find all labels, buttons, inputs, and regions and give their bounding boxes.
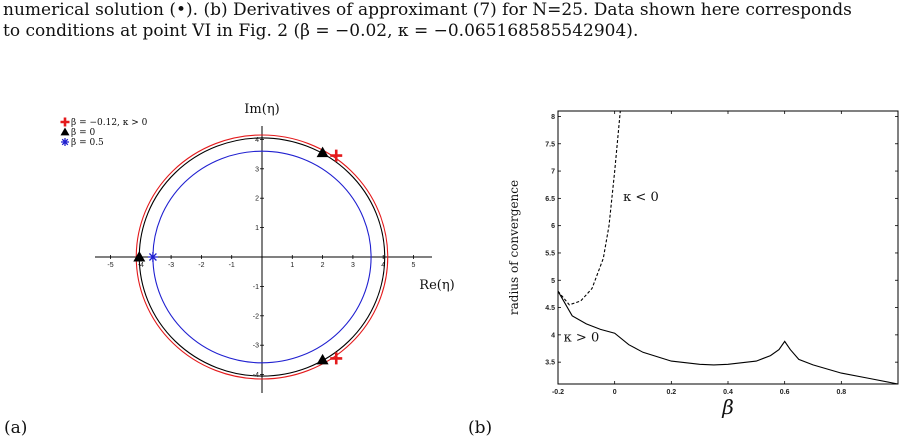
legend-marker-plus [60,117,70,127]
y-tick-label: 8 [551,114,555,121]
y-tick-label: 6.5 [545,196,555,203]
data-point-triangle [133,251,146,262]
x-tick-label: 2 [321,262,325,269]
panel-b-label: (b) [468,418,493,438]
y-tick-label: 5.5 [545,250,555,257]
x-tick-label: 0 [613,389,617,396]
curve-annotation: κ < 0 [623,190,659,205]
x-axis-label: β [721,395,734,419]
y-tick-label: -3 [253,343,259,350]
x-tick-label: 0.2 [666,389,676,396]
data-point-triangle [316,353,329,365]
legend-marker-triangle [60,127,70,136]
x-tick-label: -4 [138,262,144,269]
x-tick-label: -1 [229,262,235,269]
curve-annotation: κ > 0 [564,330,600,345]
x-tick-label: 4 [381,262,385,269]
y-tick-label: 6 [551,223,555,230]
y-axis-label: radius of convergence [507,180,521,315]
y-tick-label: 4.5 [545,305,555,312]
caption-line-2: to conditions at point VI in Fig. 2 (β =… [3,21,639,41]
y-tick-label: 3.5 [545,360,555,367]
x-axis-label: Re(η) [419,278,454,293]
figure-caption: numerical solution (•). (b) Derivatives … [3,0,898,42]
y-tick-label: 7 [551,169,555,176]
x-tick-label: -2 [198,262,204,269]
y-tick-label: -1 [253,284,259,291]
series-line-solid [557,290,899,385]
caption-line-1: numerical solution (•). (b) Derivatives … [3,0,852,20]
data-point-plus [330,149,343,162]
y-tick-label: 7.5 [545,141,555,148]
x-tick-label: 0.4 [723,389,733,396]
x-tick-label: -5 [107,262,113,269]
y-tick-label: 5 [551,278,555,285]
legend-label: β = 0.5 [71,138,104,148]
x-tick-label: 3 [351,262,355,269]
legend-label: β = 0 [71,128,95,138]
legend-label: β = −0.12, κ > 0 [71,118,148,128]
x-tick-label: 0.6 [780,389,790,396]
legend-marker-asterisk [61,138,69,146]
x-tick-label: 0.8 [836,389,846,396]
data-point-plus [330,352,343,365]
x-tick-label: -3 [168,262,174,269]
panel-a-label: (a) [4,418,28,438]
y-tick-label: 2 [255,196,259,203]
y-tick-label: 4 [551,332,555,339]
x-tick-label: -0.2 [552,389,564,396]
plot-frame [557,110,899,385]
series-line-dashed [557,110,621,306]
y-tick-label: 4 [255,137,259,144]
data-point-triangle [316,146,329,158]
data-point-asterisk [147,252,158,262]
y-tick-label: -2 [253,313,259,320]
x-tick-label: 5 [412,262,416,269]
y-tick-label: 3 [255,166,259,173]
y-tick-label: 1 [255,225,259,232]
x-tick-label: 1 [290,262,294,269]
y-axis-label: Im(η) [244,102,279,117]
